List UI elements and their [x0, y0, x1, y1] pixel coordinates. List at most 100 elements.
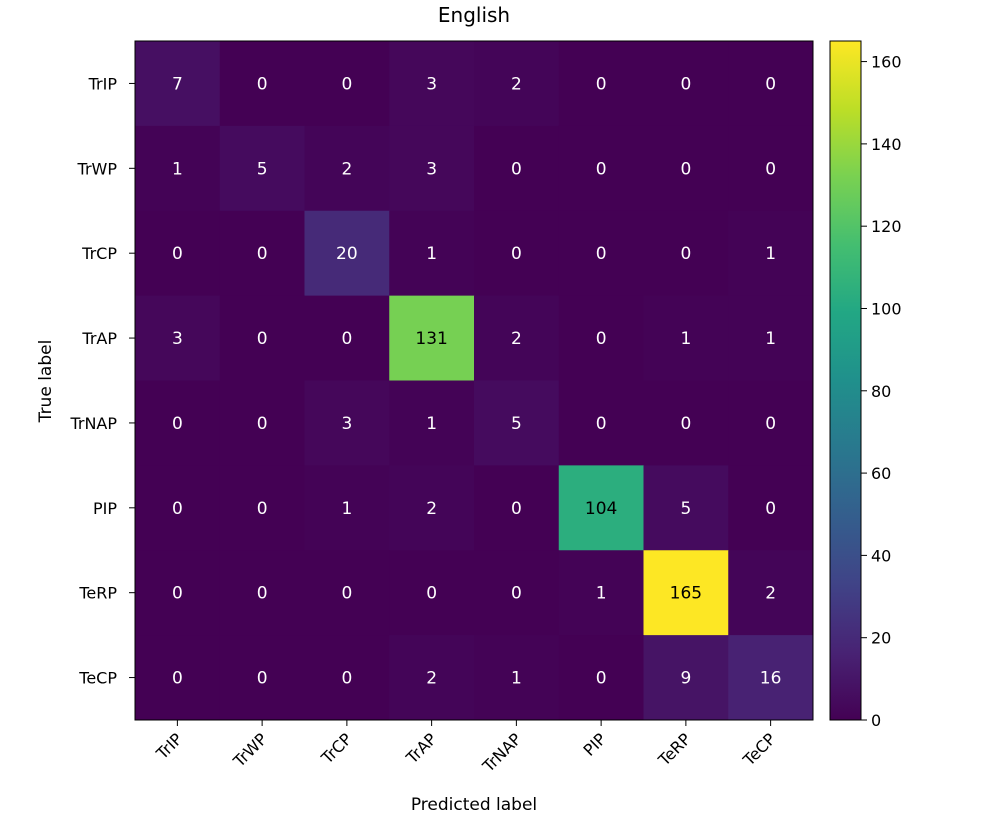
heatmap-cell — [558, 635, 644, 721]
cell-value-label: 0 — [511, 584, 522, 604]
x-axis-ticks: TrIP TrWP TrCP TrAP TrNAP PIP TeRP TeCP — [152, 720, 780, 776]
heatmap-cell — [474, 635, 560, 721]
heatmap-cell — [135, 295, 221, 381]
cell-value-label: 2 — [511, 329, 522, 349]
cell-value-label: 0 — [257, 329, 268, 349]
colorbar-tick-label: 120 — [871, 217, 902, 236]
heatmap-cell — [304, 210, 390, 297]
heatmap-cell — [219, 41, 305, 127]
y-tick-label: TeRP — [78, 584, 117, 603]
cell-value-label: 0 — [257, 74, 268, 94]
cell-value-label: 0 — [172, 499, 183, 519]
heatmap-cell — [389, 635, 475, 721]
cell-value-label: 0 — [172, 244, 183, 264]
cell-value-label: 131 — [415, 329, 447, 349]
cell-value-label: 1 — [765, 329, 776, 349]
cell-value-label: 2 — [426, 669, 437, 689]
cell-value-label: 0 — [511, 499, 522, 519]
heatmap-cell — [219, 380, 305, 466]
cell-value-label: 0 — [172, 584, 183, 604]
cell-value-label: 0 — [765, 414, 776, 434]
x-tick-label: TrWP — [229, 729, 271, 771]
x-tick-label: TrAP — [402, 729, 441, 768]
heatmap-cell — [558, 41, 644, 127]
heatmap-cell — [474, 210, 560, 297]
cell-value-label: 2 — [765, 584, 776, 604]
heatmap-cell — [558, 125, 644, 212]
x-tick-label: TeCP — [739, 729, 780, 770]
colorbar-tick-label: 80 — [871, 382, 891, 401]
heatmap-cell — [219, 125, 305, 212]
colorbar-tick-label: 100 — [871, 299, 902, 318]
cell-value-label: 1 — [511, 669, 522, 689]
colorbar-tick-label: 160 — [871, 53, 902, 72]
cell-value-label: 2 — [426, 499, 437, 519]
cell-value-label: 5 — [511, 414, 522, 434]
cell-value-label: 0 — [341, 74, 352, 94]
cell-value-label: 1 — [426, 244, 437, 264]
x-tick-label: PIP — [580, 729, 611, 760]
y-tick-label: TrWP — [77, 159, 118, 178]
cell-value-label: 1 — [680, 329, 691, 349]
heatmap-cell — [728, 550, 814, 636]
cell-value-label: 165 — [670, 584, 702, 604]
heatmap-cell — [558, 380, 644, 466]
cell-value-label: 0 — [511, 159, 522, 179]
cell-value-label: 0 — [680, 159, 691, 179]
cell-value-label: 0 — [680, 414, 691, 434]
y-tick-label: PIP — [93, 499, 117, 518]
heatmap-cell — [389, 125, 475, 212]
heatmap-cell — [558, 465, 644, 551]
heatmap-cell — [643, 635, 729, 721]
cell-value-label: 5 — [680, 499, 691, 519]
cell-value-label: 0 — [596, 74, 607, 94]
heatmap-cell — [643, 210, 729, 297]
cell-value-label: 0 — [680, 74, 691, 94]
heatmap-cell — [219, 465, 305, 551]
heatmap-cell — [135, 550, 221, 636]
x-tick-label: TeRP — [654, 729, 695, 770]
x-tick-label: TrCP — [317, 729, 356, 768]
plot-frame — [134, 40, 814, 721]
cell-value-label: 3 — [341, 414, 352, 434]
heatmap-cell — [643, 41, 729, 127]
heatmap-cell — [558, 295, 644, 381]
heatmap-cell — [304, 125, 390, 212]
heatmap-cell — [389, 550, 475, 636]
cell-value-label: 0 — [257, 669, 268, 689]
heatmap-cell — [304, 465, 390, 551]
cell-value-label: 0 — [596, 244, 607, 264]
heatmap-cell — [304, 550, 390, 636]
heatmap-cell — [219, 635, 305, 721]
cell-value-label: 5 — [257, 159, 268, 179]
cell-value-label: 0 — [257, 584, 268, 604]
cell-value-label: 1 — [765, 244, 776, 264]
heatmap-cell — [389, 380, 475, 466]
heatmap-cell — [728, 41, 814, 127]
cell-value-label: 9 — [680, 669, 691, 689]
heatmap-cell — [728, 210, 814, 297]
y-tick-label: TrCP — [81, 244, 117, 263]
colorbar-tick-label: 140 — [871, 135, 902, 154]
heatmap-cell — [135, 635, 221, 721]
cell-value-label: 0 — [765, 74, 776, 94]
cell-value-label: 104 — [585, 499, 617, 519]
colorbar-ticks: 0 20 40 60 80 100 120 140 160 — [861, 53, 902, 730]
cell-value-label: 0 — [765, 499, 776, 519]
heatmap-cell — [474, 465, 560, 551]
cell-value-label: 0 — [596, 669, 607, 689]
heatmap-cell — [643, 465, 729, 551]
colorbar-tick-label: 60 — [871, 464, 891, 483]
heatmap-cell — [389, 41, 475, 127]
heatmap-cell — [643, 550, 729, 636]
cell-value-label: 0 — [257, 244, 268, 264]
heatmap-cell — [728, 295, 814, 381]
heatmap-cell — [474, 295, 560, 381]
heatmap-cell — [728, 380, 814, 466]
cell-value-label: 3 — [172, 329, 183, 349]
x-axis-label: Predicted label — [411, 795, 537, 815]
y-tick-label: TrNAP — [69, 414, 117, 433]
y-axis-ticks: TrIP TrWP TrCP TrAP TrNAP PIP TeRP TeCP — [69, 74, 135, 688]
heatmap-cell — [219, 550, 305, 636]
